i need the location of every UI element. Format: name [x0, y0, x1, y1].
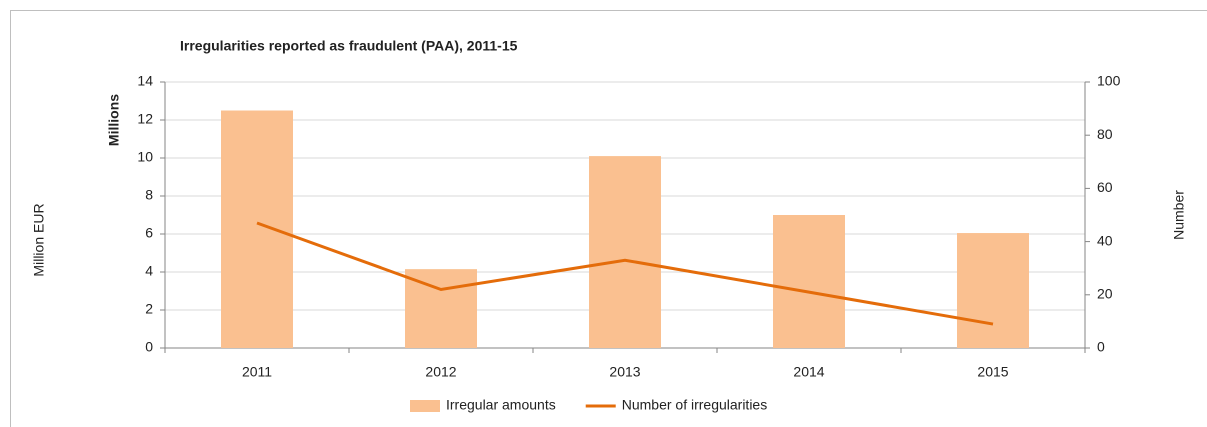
x-tick-label: 2011	[242, 364, 272, 380]
line	[256, 221, 994, 326]
y2-tick-label: 100	[1097, 73, 1121, 89]
x-tick-label: 2014	[793, 364, 824, 380]
legend-label: Number of irregularities	[622, 397, 768, 413]
y-tick-label: 12	[137, 111, 153, 127]
y-axis-title: Million EUR	[31, 203, 47, 276]
x-tick-label: 2012	[425, 364, 456, 380]
bar	[221, 110, 293, 348]
y-tick-label: 4	[145, 263, 153, 279]
y2-tick-label: 20	[1097, 286, 1113, 302]
legend-swatch	[410, 400, 440, 412]
y2-tick-label: 60	[1097, 179, 1113, 195]
y-tick-label: 2	[145, 301, 153, 317]
bar	[773, 215, 845, 348]
x-tick-label: 2013	[609, 364, 640, 380]
legend-label: Irregular amounts	[446, 397, 556, 413]
y-units-label: Millions	[106, 94, 122, 146]
y-tick-label: 0	[145, 339, 153, 355]
y-tick-label: 6	[145, 225, 153, 241]
chart-title: Irregularities reported as fraudulent (P…	[180, 38, 518, 54]
bar	[589, 156, 661, 348]
y2-axis-title: Number	[1171, 190, 1187, 240]
y-tick-label: 8	[145, 187, 153, 203]
y2-tick-label: 40	[1097, 232, 1113, 248]
y-tick-label: 14	[137, 73, 153, 89]
y-tick-label: 10	[137, 149, 153, 165]
y2-tick-label: 0	[1097, 339, 1105, 355]
x-tick-label: 2015	[977, 364, 1008, 380]
y2-tick-label: 80	[1097, 126, 1113, 142]
bar	[957, 233, 1029, 348]
